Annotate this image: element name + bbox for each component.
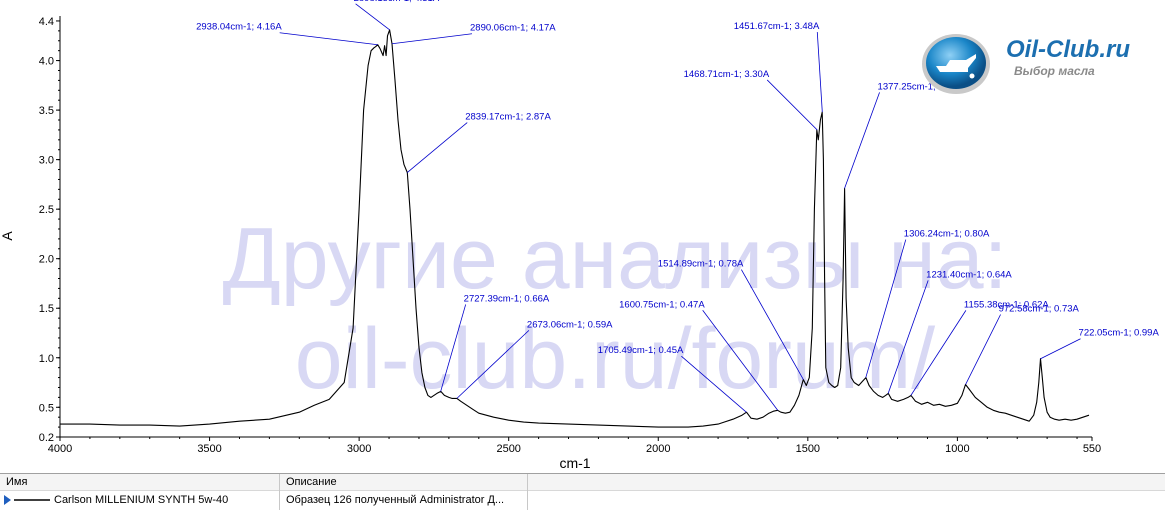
annotations: 2938.04cm-1; 4.16A 2898.15cm-1; 4.31A 2890… <box>196 0 1160 413</box>
peak-annotation-label: 1377.25cm-1; 2.71A <box>878 81 964 92</box>
oil-can-icon <box>922 34 990 94</box>
annotation-leader <box>910 310 967 396</box>
peak-annotation-label: 722.05cm-1; 0.99A <box>1079 328 1160 339</box>
peak-annotation-label: 1155.38cm-1; 0.62A <box>964 299 1050 310</box>
x-axis-title: cm-1 <box>559 455 590 471</box>
annotation-leader <box>456 330 530 399</box>
legend-row[interactable]: Carlson MILLENIUM SYNTH 5w-40 Образец 12… <box>0 492 1165 508</box>
peak-annotation-label: 2890.06cm-1; 4.17A <box>470 23 556 34</box>
annotation-leader <box>440 304 467 392</box>
peak-annotation-label: 2673.06cm-1; 0.59A <box>527 319 613 330</box>
annotation-leader <box>279 32 378 46</box>
peak-annotation-label: 2839.17cm-1; 2.87A <box>465 112 551 123</box>
peak-annotation-label: 1514.89cm-1; 0.78A <box>658 259 744 270</box>
peak-annotation-label: 1468.71cm-1; 3.30A <box>684 69 770 80</box>
y-tick-label: 0.2 <box>39 432 54 444</box>
annotation-leader <box>681 355 747 413</box>
legend-table: Имя Описание Carlson MILLENIUM SYNTH 5w-… <box>0 473 1165 510</box>
axes: 4000 3500 3000 2500 2000 1500 1000 550 0.2 0.5 1.0… <box>39 16 1101 455</box>
series-line <box>60 29 1090 428</box>
peak-annotation-label: 1600.75cm-1; 0.47A <box>619 299 705 310</box>
logo-title: Oil-Club.ru <box>1006 36 1130 63</box>
peak-annotation-label: 1231.40cm-1; 0.64A <box>926 269 1012 280</box>
annotation-leader <box>766 79 818 131</box>
y-tick-label: 2.0 <box>39 254 54 266</box>
annotation-leader <box>844 92 880 189</box>
y-tick-label: 1.0 <box>39 353 54 365</box>
column-header-name[interactable]: Имя <box>6 476 28 488</box>
series-description: Образец 126 полученный Administrator Д..… <box>286 494 505 506</box>
y-tick-label: 4.0 <box>39 56 54 68</box>
column-header-description[interactable]: Описание <box>286 476 337 488</box>
x-tick-label: 3500 <box>197 443 221 455</box>
annotation-leader <box>406 122 468 173</box>
x-tick-label: 2000 <box>646 443 670 455</box>
watermark: Другие анализы на: oil-club.ru/forum/ <box>223 211 1008 407</box>
y-axis-title: A <box>0 231 15 241</box>
annotation-leader <box>865 239 907 378</box>
watermark-line-1: Другие анализы на: <box>223 211 1008 307</box>
peak-annotation-label: 2938.04cm-1; 4.16A <box>196 22 282 33</box>
peak-annotation-label: 1705.49cm-1; 0.45A <box>598 345 684 356</box>
series-name: Carlson MILLENIUM SYNTH 5w-40 <box>54 494 229 506</box>
y-tick-label: 3.0 <box>39 155 54 167</box>
annotation-leader <box>702 310 779 411</box>
peak-annotation-label: 1451.67cm-1; 3.48A <box>734 21 820 32</box>
annotation-leader <box>816 32 823 113</box>
peak-annotation-label: 972.58cm-1; 0.73A <box>999 303 1080 314</box>
series-layer <box>60 29 1090 428</box>
y-tick-label: 1.5 <box>39 303 54 315</box>
x-tick-label: 550 <box>1083 443 1101 455</box>
y-tick-label: 2.5 <box>39 204 54 216</box>
x-tick-label: 2500 <box>496 443 520 455</box>
column-divider[interactable] <box>279 474 280 510</box>
annotation-leader <box>741 269 804 380</box>
watermark-line-2: oil-club.ru/forum/ <box>295 311 936 407</box>
x-tick-label: 1500 <box>796 443 820 455</box>
x-tick-label: 1000 <box>945 443 969 455</box>
annotation-leader <box>887 280 929 394</box>
y-tick-label: 3.5 <box>39 105 54 117</box>
peak-annotation-label: 1306.24cm-1; 0.80A <box>904 229 990 240</box>
x-tick-label: 3000 <box>347 443 371 455</box>
annotation-leader <box>1040 338 1081 360</box>
series-marker-icon <box>4 495 50 505</box>
annotation-leader <box>355 3 390 31</box>
column-divider[interactable] <box>527 474 528 510</box>
y-tick-label: 0.5 <box>39 402 54 414</box>
annotation-leader <box>391 33 473 45</box>
spectrum-chart: Другие анализы на: oil-club.ru/forum/ 40… <box>0 0 1160 471</box>
peak-annotation-label: 2727.39cm-1; 0.66A <box>464 293 550 304</box>
logo-subtitle: Выбор масла <box>1014 64 1095 78</box>
peak-annotation-label: 2898.15cm-1; 4.31A <box>354 0 440 4</box>
x-tick-label: 4000 <box>48 443 72 455</box>
legend-table-header: Имя Описание <box>0 474 1165 491</box>
oil-club-logo: Oil-Club.ru Выбор масла <box>910 28 1160 96</box>
y-tick-label: 4.4 <box>39 16 54 28</box>
annotation-leader <box>965 314 1001 385</box>
